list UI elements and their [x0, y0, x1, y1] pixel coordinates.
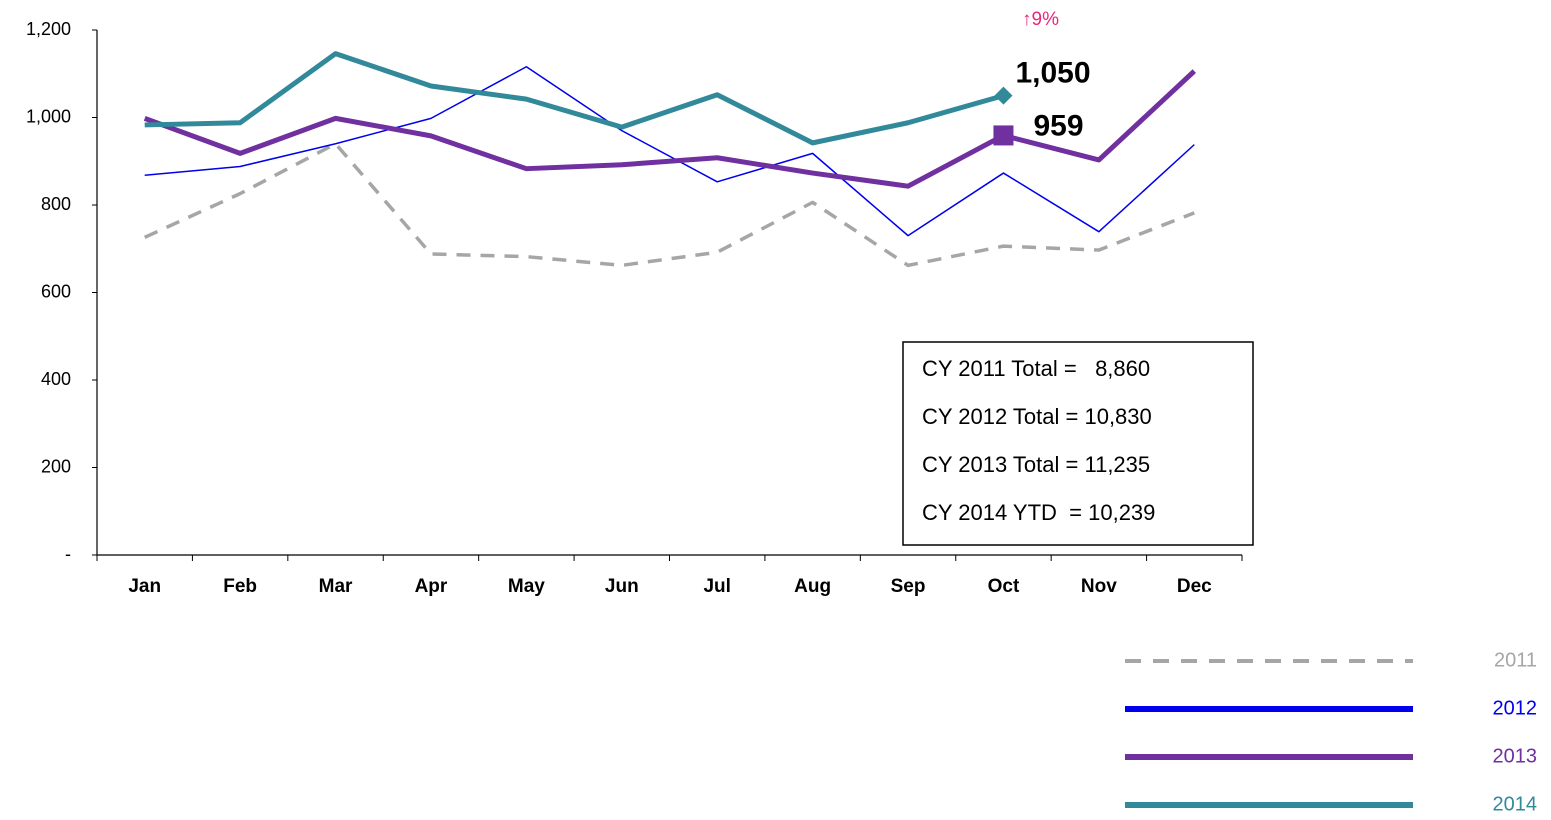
- y-tick-label: 1,000: [26, 106, 71, 126]
- legend-label: 2011: [1494, 649, 1537, 671]
- y-tick-label: 600: [41, 281, 71, 301]
- x-tick-label: Jun: [605, 576, 639, 597]
- x-tick-label: May: [508, 576, 545, 597]
- data-label: 959: [1033, 109, 1083, 142]
- legend-label: 2012: [1493, 697, 1538, 719]
- x-tick-label: Dec: [1177, 576, 1212, 597]
- x-tick-label: Apr: [415, 576, 448, 597]
- x-tick-label: Feb: [223, 576, 257, 597]
- x-tick-label: Jan: [128, 576, 161, 597]
- x-tick-label: Aug: [794, 576, 831, 597]
- y-tick-label: 400: [41, 369, 71, 389]
- annotation-box: [902, 341, 1254, 546]
- legend-label: 2013: [1493, 745, 1538, 767]
- marker: [994, 86, 1013, 105]
- x-tick-label: Nov: [1081, 576, 1117, 597]
- series-line: [143, 142, 1195, 268]
- series-line: [144, 66, 1195, 237]
- y-tick-label: 1,200: [26, 19, 71, 39]
- annotation: CY 2014 YTD = 10,239: [922, 500, 1155, 525]
- x-tick-label: Jul: [703, 576, 730, 597]
- x-tick-label: Oct: [988, 576, 1020, 597]
- series-line: [143, 69, 1196, 189]
- data-label: 1,050: [1015, 57, 1090, 90]
- annotation: CY 2013 Total = 11,235: [922, 452, 1150, 477]
- y-tick-label: 800: [41, 194, 71, 214]
- legend-label: 2014: [1493, 793, 1538, 815]
- y-tick-label: 200: [41, 456, 71, 476]
- series-line: [144, 51, 1005, 146]
- y-tick-label: -: [65, 544, 71, 564]
- x-tick-label: Mar: [319, 576, 353, 597]
- annotation: CY 2011 Total = 8,860: [922, 356, 1150, 381]
- change-label: ↑9%: [1022, 9, 1059, 30]
- x-tick-label: Sep: [891, 576, 926, 597]
- annotation: CY 2012 Total = 10,830: [922, 404, 1152, 429]
- marker: [993, 125, 1014, 146]
